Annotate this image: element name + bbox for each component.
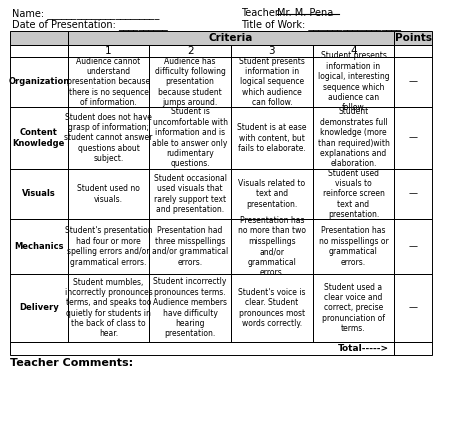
Text: 3: 3 bbox=[269, 46, 275, 56]
Bar bbox=[10, 45, 68, 57]
Text: Mechanics: Mechanics bbox=[14, 242, 64, 251]
Bar bbox=[231, 219, 313, 274]
Bar bbox=[313, 107, 394, 169]
Bar bbox=[149, 274, 231, 342]
Bar bbox=[68, 219, 149, 274]
Text: Student mumbles,
incorrectly pronounces
terms, and speaks too
quietly for studen: Student mumbles, incorrectly pronounces … bbox=[64, 277, 152, 339]
Text: —: — bbox=[409, 303, 418, 313]
Text: —: — bbox=[409, 242, 418, 251]
Bar bbox=[149, 45, 231, 57]
Text: Visuals: Visuals bbox=[22, 190, 55, 199]
Text: Student's voice is
clear. Student
pronounces most
words correctly.: Student's voice is clear. Student pronou… bbox=[238, 288, 306, 328]
Bar bbox=[394, 57, 432, 107]
Text: —: — bbox=[409, 78, 418, 86]
Bar bbox=[394, 342, 432, 355]
Bar bbox=[10, 169, 68, 219]
Bar bbox=[68, 57, 149, 107]
Text: Presentation had
three misspellings
and/or grammatical
errors.: Presentation had three misspellings and/… bbox=[152, 226, 228, 267]
Text: Title of Work: ___________________: Title of Work: ___________________ bbox=[241, 19, 401, 30]
Text: —: — bbox=[409, 133, 418, 143]
Text: Organization: Organization bbox=[8, 78, 69, 86]
Bar bbox=[394, 274, 432, 342]
Bar bbox=[394, 45, 432, 57]
Text: Student's presentation
had four or more
spelling errors and/or
grammatical error: Student's presentation had four or more … bbox=[64, 226, 152, 267]
Bar bbox=[68, 31, 394, 45]
Bar bbox=[231, 57, 313, 107]
Text: 4: 4 bbox=[350, 46, 357, 56]
Bar bbox=[68, 31, 394, 45]
Text: Visuals related to
text and
presentation.: Visuals related to text and presentation… bbox=[238, 179, 305, 209]
Text: Criteria: Criteria bbox=[209, 33, 253, 43]
Text: Student incorrectly
pronounces terms.
Audience members
have difficulty
hearing
p: Student incorrectly pronounces terms. Au… bbox=[153, 277, 227, 339]
Bar bbox=[231, 107, 313, 169]
Text: Student used a
clear voice and
correct, precise
pronunciation of
terms.: Student used a clear voice and correct, … bbox=[322, 283, 385, 333]
Text: Presentation has
no more than two
misspellings
and/or
grammatical
errors.: Presentation has no more than two misspe… bbox=[238, 216, 306, 277]
Text: Student is
uncomfortable with
information and is
able to answer only
rudimentary: Student is uncomfortable with informatio… bbox=[153, 107, 228, 169]
Bar bbox=[68, 169, 149, 219]
Text: Date of Presentation: __________: Date of Presentation: __________ bbox=[12, 19, 168, 30]
Text: 2: 2 bbox=[187, 46, 193, 56]
Bar bbox=[394, 31, 432, 45]
Bar bbox=[10, 274, 68, 342]
Text: Audience has
difficulty following
presentation
because student
jumps around.: Audience has difficulty following presen… bbox=[155, 57, 226, 107]
Text: Presentation has
no misspellings or
grammatical
errors.: Presentation has no misspellings or gram… bbox=[319, 226, 388, 267]
Bar bbox=[10, 57, 68, 107]
Text: Total----->: Total-----> bbox=[338, 344, 389, 353]
Bar bbox=[10, 31, 68, 45]
Text: —: — bbox=[409, 190, 418, 199]
Bar bbox=[149, 57, 231, 107]
Text: Student used no
visuals.: Student used no visuals. bbox=[77, 184, 140, 204]
Text: Teacher:: Teacher: bbox=[241, 8, 285, 18]
Bar bbox=[313, 274, 394, 342]
Bar bbox=[231, 169, 313, 219]
Bar bbox=[231, 274, 313, 342]
Text: 1: 1 bbox=[105, 46, 112, 56]
Bar bbox=[394, 107, 432, 169]
Text: Audience cannot
understand
presentation because
there is no sequence
of informat: Audience cannot understand presentation … bbox=[67, 57, 150, 107]
Text: Delivery: Delivery bbox=[19, 303, 59, 313]
Text: Name: _______________________: Name: _______________________ bbox=[12, 8, 159, 19]
Bar bbox=[149, 107, 231, 169]
Bar bbox=[10, 219, 68, 274]
Text: Content
Knowledge: Content Knowledge bbox=[13, 128, 65, 148]
Bar bbox=[149, 219, 231, 274]
Bar bbox=[68, 274, 149, 342]
Text: Teacher Comments:: Teacher Comments: bbox=[10, 358, 133, 368]
Bar bbox=[313, 169, 394, 219]
Text: Student presents
information in
logical sequence
which audience
can follow.: Student presents information in logical … bbox=[239, 57, 305, 107]
Text: Student presents
information in
logical, interesting
sequence which
audience can: Student presents information in logical,… bbox=[318, 52, 389, 112]
Bar bbox=[10, 107, 68, 169]
Text: Student is at ease
with content, but
fails to elaborate.: Student is at ease with content, but fai… bbox=[237, 123, 307, 153]
Text: Points: Points bbox=[395, 33, 432, 43]
Bar bbox=[394, 169, 432, 219]
Bar bbox=[394, 219, 432, 274]
Bar bbox=[10, 342, 394, 355]
Text: Student
demonstrates full
knowledge (more
than required)with
explanations and
el: Student demonstrates full knowledge (mor… bbox=[318, 107, 390, 169]
Bar bbox=[313, 45, 394, 57]
Bar bbox=[231, 45, 313, 57]
Text: Mr. M. Pena: Mr. M. Pena bbox=[277, 8, 333, 18]
Text: Student occasional
used visuals that
rarely support text
and presentation.: Student occasional used visuals that rar… bbox=[154, 174, 227, 214]
Bar bbox=[313, 57, 394, 107]
Bar bbox=[68, 45, 149, 57]
Text: Student used
visuals to
reinforce screen
text and
presentation.: Student used visuals to reinforce screen… bbox=[323, 169, 384, 219]
Bar bbox=[394, 31, 432, 45]
Bar bbox=[10, 31, 68, 45]
Bar bbox=[68, 107, 149, 169]
Text: Student does not have
grasp of information;
student cannot answer
questions abou: Student does not have grasp of informati… bbox=[64, 113, 153, 163]
Bar bbox=[149, 169, 231, 219]
Bar bbox=[313, 219, 394, 274]
